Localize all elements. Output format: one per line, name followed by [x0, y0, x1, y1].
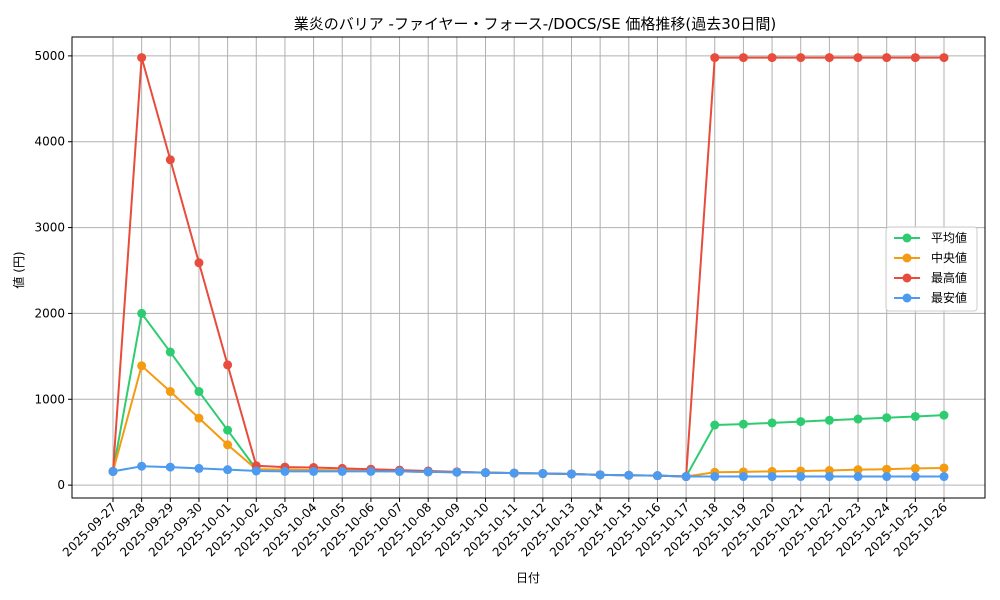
chart-title: 業炎のバリア -ファイヤー・フォース-/DOCS/SE 価格推移(過去30日間) [294, 15, 776, 33]
data-point [853, 472, 863, 482]
data-point [939, 53, 949, 63]
data-point [251, 466, 261, 476]
data-point [165, 155, 175, 165]
data-point [481, 468, 491, 478]
data-point [194, 258, 204, 268]
data-point [824, 472, 834, 482]
data-point [910, 53, 920, 63]
data-point [853, 465, 863, 475]
series-line [112, 56, 944, 478]
data-point [194, 387, 204, 397]
data-point [710, 53, 720, 63]
data-point [366, 466, 376, 476]
data-point [710, 420, 720, 430]
x-axis: 2025-09-272025-09-282025-09-292025-09-30… [60, 498, 950, 559]
data-point [223, 440, 233, 450]
series-3 [108, 461, 949, 482]
data-point [681, 472, 691, 482]
data-point [337, 466, 347, 476]
y-tick-label: 1000 [34, 392, 65, 406]
data-point [882, 53, 892, 63]
data-point [395, 466, 405, 476]
legend-box [885, 226, 978, 312]
legend-swatch-marker [902, 233, 912, 243]
y-tick-label: 5000 [34, 49, 65, 63]
legend-swatch-marker [902, 253, 912, 263]
data-point [882, 464, 892, 474]
data-point [824, 53, 834, 63]
data-point [824, 415, 834, 425]
legend-label: 最高値 [931, 270, 967, 285]
data-point [137, 361, 147, 371]
data-point [796, 472, 806, 482]
data-point [108, 466, 118, 476]
x-axis-label: 日付 [516, 571, 540, 585]
data-point [939, 410, 949, 420]
data-point [882, 413, 892, 423]
data-point [767, 472, 777, 482]
data-point [194, 413, 204, 423]
legend-label: 平均値 [931, 230, 967, 245]
plot-frame [71, 36, 986, 499]
data-point [910, 472, 920, 482]
data-point [738, 472, 748, 482]
y-tick-label: 4000 [34, 135, 65, 149]
series-layer [108, 53, 949, 482]
data-point [796, 417, 806, 427]
data-point [423, 467, 433, 477]
data-point [223, 360, 233, 370]
series-2 [108, 53, 949, 482]
data-point [882, 472, 892, 482]
data-point [223, 465, 233, 475]
legend-label: 最安値 [931, 290, 967, 305]
data-point [796, 53, 806, 63]
data-point [137, 461, 147, 471]
data-point [194, 463, 204, 473]
y-axis: 0 1000 2000 3000 4000 5000 [34, 49, 72, 492]
series-line [112, 465, 944, 478]
data-point [165, 462, 175, 472]
data-point [452, 467, 462, 477]
data-point [137, 53, 147, 63]
data-point [223, 425, 233, 435]
data-point [738, 419, 748, 429]
data-point [853, 414, 863, 424]
data-point [939, 472, 949, 482]
y-tick-label: 3000 [34, 221, 65, 235]
data-point [566, 469, 576, 479]
data-point [538, 469, 548, 479]
data-point [165, 387, 175, 397]
data-point [280, 466, 290, 476]
series-0 [108, 308, 949, 482]
data-point [910, 463, 920, 473]
data-point [509, 468, 519, 478]
data-point [853, 53, 863, 63]
data-point [165, 347, 175, 357]
data-point [767, 53, 777, 63]
data-point [767, 418, 777, 428]
data-point [652, 471, 662, 481]
data-point [624, 470, 634, 480]
data-point [738, 53, 748, 63]
data-point [910, 411, 920, 421]
data-point [939, 463, 949, 473]
legend-swatch-marker [902, 273, 912, 283]
data-point [137, 308, 147, 318]
legend-swatch-marker [902, 293, 912, 303]
y-axis-label: 値 (円) [11, 251, 26, 288]
grid-lines [72, 37, 985, 498]
legend-label: 中央値 [931, 250, 967, 265]
data-point [595, 470, 605, 480]
y-tick-label: 0 [57, 478, 65, 492]
y-tick-label: 2000 [34, 306, 65, 320]
data-point [710, 472, 720, 482]
data-point [309, 466, 319, 476]
